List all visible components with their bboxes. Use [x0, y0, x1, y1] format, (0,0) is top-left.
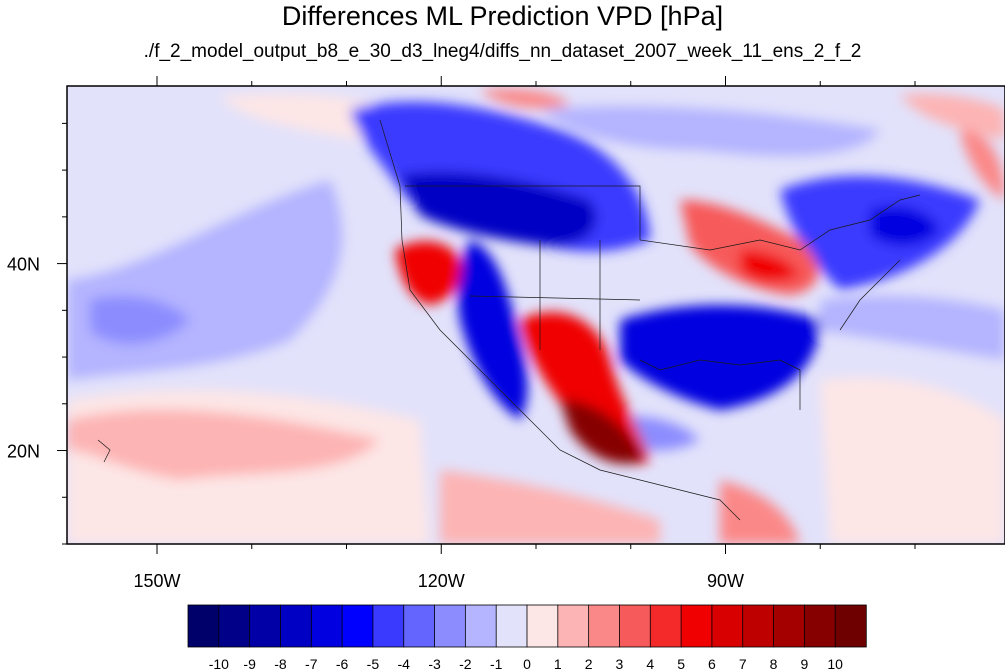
colorbar-label: 6	[708, 656, 716, 672]
colorbar-label: 8	[770, 656, 778, 672]
colorbar-label: 3	[616, 656, 624, 672]
colorbar-label: 2	[585, 656, 593, 672]
x-tick-label: 150W	[133, 571, 180, 591]
colorbar-swatch	[464, 604, 497, 648]
colorbar-label: -8	[274, 656, 287, 672]
colorbar-swatch	[834, 604, 867, 648]
map-subtitle: ./f_2_model_output_b8_e_30_d3_lneg4/diff…	[143, 41, 862, 62]
colorbar-label: -2	[459, 656, 472, 672]
colorbar-label: 4	[646, 656, 654, 672]
vpd-field	[67, 86, 1005, 544]
colorbar-swatch	[310, 604, 343, 648]
y-tick-label: 40N	[7, 255, 40, 275]
x-tick-label: 120W	[418, 571, 465, 591]
colorbar-swatch	[403, 604, 436, 648]
colorbar-label: -5	[367, 656, 380, 672]
colorbar-swatch	[218, 604, 251, 648]
colorbar-label: -1	[490, 656, 503, 672]
colorbar-label: 7	[739, 656, 747, 672]
colorbar-swatch	[619, 604, 651, 648]
colorbar-label: -10	[209, 656, 229, 672]
colorbar-swatch	[526, 604, 559, 648]
colorbar-swatch	[249, 604, 282, 648]
colorbar-swatch	[434, 604, 467, 648]
colorbar-swatch	[680, 604, 713, 648]
colorbar-label: -4	[398, 656, 411, 672]
colorbar-label: -3	[428, 656, 441, 672]
colorbar-label: 1	[554, 656, 562, 672]
colorbar-swatch	[187, 604, 220, 648]
colorbar-label: -6	[336, 656, 349, 672]
x-tick-label: 90W	[707, 571, 744, 591]
colorbar-label: -7	[305, 656, 318, 672]
colorbar-swatch	[773, 604, 806, 648]
colorbar-swatch	[557, 604, 590, 648]
colorbar-swatch	[711, 604, 744, 648]
y-axis-ticks: 40N 20N	[7, 122, 67, 545]
colorbar-label: 0	[523, 656, 531, 672]
colorbar-swatch	[742, 604, 775, 648]
colorbar-swatch	[588, 604, 621, 648]
colorbar-swatch	[372, 604, 405, 648]
colorbar-label: -9	[243, 656, 256, 672]
map-title: Differences ML Prediction VPD [hPa]	[281, 1, 724, 31]
x-axis-ticks: 150W 120W 90W	[133, 76, 916, 591]
y-tick-label: 20N	[7, 442, 40, 462]
colorbar-swatch	[341, 604, 374, 648]
colorbar-swatch	[649, 604, 682, 648]
colorbar: -10 -9 -8 -7 -6 -5 -4 -3 -2 -1 0 1 2 3 4 5 6 7 8 9 10	[187, 604, 867, 672]
colorbar-swatch	[495, 604, 528, 648]
colorbar-swatch	[803, 604, 836, 648]
colorbar-label: 5	[677, 656, 685, 672]
colorbar-label: 10	[827, 656, 843, 672]
colorbar-label: 9	[800, 656, 808, 672]
colorbar-swatch	[280, 604, 312, 648]
